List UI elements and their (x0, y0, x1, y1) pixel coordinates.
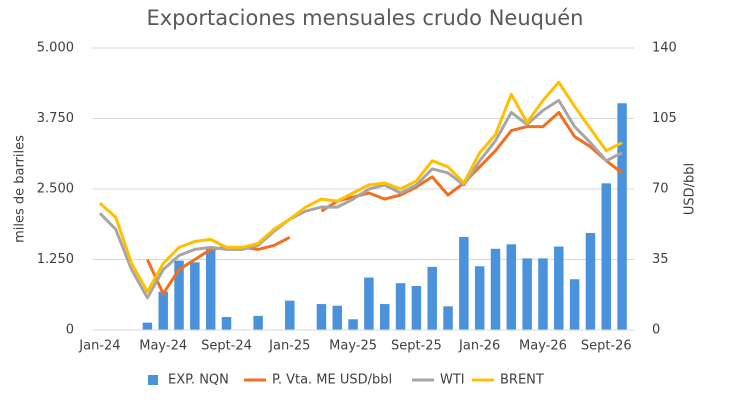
bar (554, 246, 564, 330)
bar (443, 306, 453, 330)
bar (190, 262, 200, 330)
bar (158, 291, 168, 330)
bar (332, 305, 343, 330)
bar (411, 286, 422, 330)
x-tick-label: Sept-26 (581, 339, 632, 354)
line (98, 80, 623, 294)
bar (538, 258, 548, 330)
x-tick-label: Jan-24 (78, 339, 120, 354)
bar (205, 246, 216, 330)
bar (459, 236, 469, 330)
x-tick-label: Sept-24 (201, 339, 252, 354)
bar (617, 103, 627, 330)
y-tick-label: 2.500 (37, 182, 74, 197)
y2-tick-label: 70 (652, 182, 669, 197)
bar (427, 266, 437, 330)
bar (522, 258, 532, 330)
legend-swatch (148, 375, 158, 385)
x-tick-label: May-26 (519, 339, 567, 354)
bar (585, 232, 596, 330)
y-tick-label: 3.750 (37, 111, 74, 126)
bar (221, 317, 232, 330)
x-tick-label: May-24 (139, 339, 187, 354)
bar (253, 315, 263, 330)
legend-label: P. Vta. ME USD/bbl (272, 373, 392, 388)
x-tick-label: May-25 (329, 339, 377, 354)
chart-title: Exportaciones mensuales crudo Neuquén (146, 6, 583, 30)
bar (601, 183, 612, 330)
bar (142, 322, 153, 330)
y2-tick-label: 0 (652, 323, 660, 338)
legend-label: WTI (440, 373, 465, 388)
y2-axis-label: USD/bbl (683, 163, 698, 215)
bar (395, 283, 406, 330)
bar (285, 300, 295, 330)
x-tick-label: Jan-25 (268, 339, 310, 354)
bar (474, 266, 485, 330)
bar (364, 277, 374, 330)
line (98, 98, 623, 300)
y-tick-label: 1.250 (37, 252, 74, 267)
bar (506, 244, 517, 330)
line (146, 111, 624, 296)
bar (174, 260, 184, 330)
y2-tick-label: 35 (652, 252, 669, 267)
x-tick-label: Jan-26 (458, 339, 500, 354)
y2-tick-label: 140 (652, 41, 677, 56)
legend-label: BRENT (500, 373, 544, 388)
legend-label: EXP. NQN (168, 373, 229, 388)
bar (379, 304, 390, 330)
y-tick-label: 0 (66, 323, 74, 338)
bar (569, 279, 580, 330)
bar (348, 319, 358, 330)
y-axis-label: miles de barriles (13, 135, 28, 243)
y2-tick-label: 105 (652, 111, 677, 126)
bar (316, 304, 327, 330)
x-tick-label: Sept-25 (391, 339, 442, 354)
y-tick-label: 5.000 (37, 41, 74, 56)
bar (490, 248, 501, 330)
